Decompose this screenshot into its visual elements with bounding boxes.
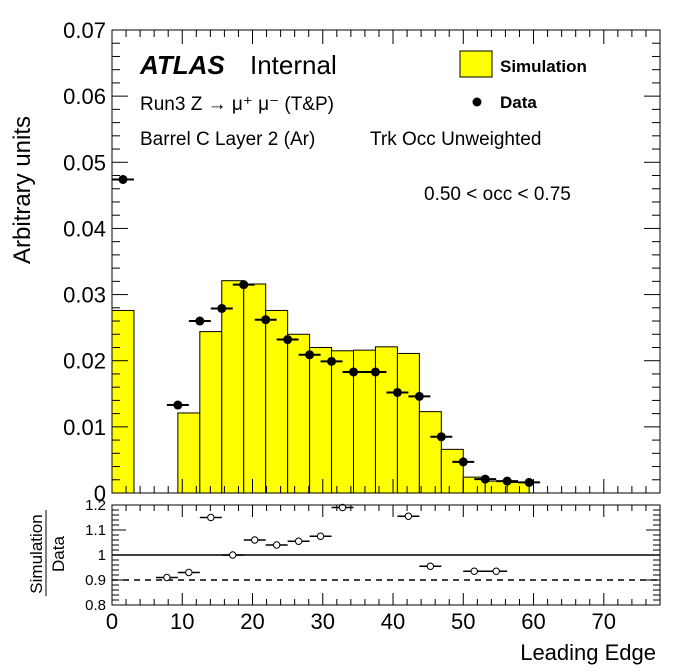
x-tick-label: 50 (451, 609, 475, 634)
simulation-bin (309, 346, 333, 494)
process-label: Run3 Z → μ⁺ μ⁻ (T&P) (140, 94, 334, 115)
x-tick-label: 10 (170, 609, 194, 634)
simulation-bin (243, 283, 267, 494)
y-tick-label: 0.01 (63, 415, 106, 440)
x-tick-label: 40 (381, 609, 405, 634)
ratio-point (185, 568, 193, 577)
ratio-y-tick-label: 0.8 (85, 597, 106, 614)
ratio-point (163, 573, 171, 582)
x-tick-labels: 0 10 20 30 40 50 60 70 (106, 609, 616, 634)
ratio-point (316, 532, 325, 540)
data-point (261, 315, 271, 325)
main-y-tick-labels: 0 0.01 0.02 0.03 0.04 0.05 0.06 0.07 (63, 18, 106, 506)
y-tick-label: 0 (94, 481, 106, 506)
occupancy-range-label: 0.50 < occ < 0.75 (424, 184, 571, 205)
y-tick-label: 0.03 (63, 283, 106, 308)
data-points (112, 174, 541, 487)
ratio-y-tick-label: 0.9 (85, 572, 106, 589)
weighting-label: Trk Occ Unweighted (370, 129, 541, 150)
ratio-y-label-numerator: Simulation (27, 514, 46, 593)
data-point (414, 391, 424, 401)
x-tick-label: 20 (240, 609, 264, 634)
simulation-bin (221, 280, 245, 494)
data-point (502, 476, 512, 486)
ratio-point (229, 551, 237, 559)
main-axis-ticks (111, 29, 661, 494)
simulation-bin (396, 352, 420, 494)
simulation-bin (177, 412, 201, 494)
data-point (239, 280, 249, 290)
x-tick-label: 0 (106, 609, 118, 634)
simulation-bin (287, 333, 311, 494)
legend: Simulation Data (459, 50, 587, 112)
simulation-bin (199, 331, 223, 494)
ratio-point (338, 503, 347, 512)
data-point (195, 316, 205, 326)
x-axis-label: Leading Edge (520, 640, 656, 665)
x-tick-label: 70 (592, 609, 616, 634)
ratio-point (404, 512, 413, 520)
data-point (305, 350, 315, 360)
ratio-point (272, 541, 281, 549)
legend-data-label: Data (500, 93, 537, 112)
data-point (458, 457, 468, 467)
simulation-histogram (111, 280, 530, 494)
y-tick-label: 0.07 (63, 18, 106, 43)
ratio-y-tick-label: 1.1 (85, 522, 106, 539)
data-point (436, 432, 446, 442)
ratio-axis-ticks (111, 504, 661, 606)
ratio-y-label-denominator: Data (49, 536, 68, 572)
ratio-y-tick-label: 1 (98, 547, 106, 564)
legend-data-marker (472, 97, 482, 107)
data-point (173, 400, 183, 410)
y-axis-label: Arbitrary units (9, 116, 36, 264)
main-panel: 0 0.01 0.02 0.03 0.04 0.05 0.06 0.07 Arbitrary … (9, 18, 661, 506)
simulation-bin (440, 448, 464, 494)
data-point (118, 174, 128, 184)
y-tick-label: 0.02 (63, 349, 106, 374)
data-point (349, 367, 359, 377)
ratio-y-tick-labels: 0.8 0.9 1 1.1 1.2 (85, 497, 106, 614)
ratio-point (294, 537, 303, 545)
ratio-points (155, 503, 508, 582)
simulation-bin (111, 309, 135, 494)
data-point (327, 356, 337, 366)
ratio-point (251, 536, 259, 544)
data-point (370, 367, 380, 377)
main-frame (111, 29, 661, 494)
x-tick-label: 60 (521, 609, 545, 634)
legend-simulation-label: Simulation (500, 57, 587, 76)
region-label: Barrel C Layer 2 (Ar) (140, 129, 315, 150)
data-point (480, 474, 490, 484)
data-point (217, 303, 227, 313)
y-tick-label: 0.05 (63, 150, 106, 175)
atlas-label: ATLAS (139, 50, 225, 80)
ratio-y-tick-label: 1.2 (85, 497, 106, 514)
simulation-bin (418, 411, 442, 494)
data-point (283, 335, 293, 345)
y-tick-label: 0.04 (63, 216, 106, 241)
ratio-point (207, 513, 215, 522)
ratio-point (426, 562, 435, 570)
y-tick-label: 0.06 (63, 84, 106, 109)
x-tick-label: 30 (311, 609, 335, 634)
data-point (392, 387, 402, 397)
ratio-panel: 0.8 0.9 1 1.1 1.2 0 10 20 30 40 50 60 70 Simulation… (27, 497, 661, 665)
legend-simulation-swatch (459, 50, 493, 78)
ratio-point (470, 567, 478, 575)
internal-label: Internal (250, 50, 337, 80)
data-point (524, 477, 534, 487)
ratio-point (492, 567, 500, 575)
simulation-bin (374, 346, 398, 494)
